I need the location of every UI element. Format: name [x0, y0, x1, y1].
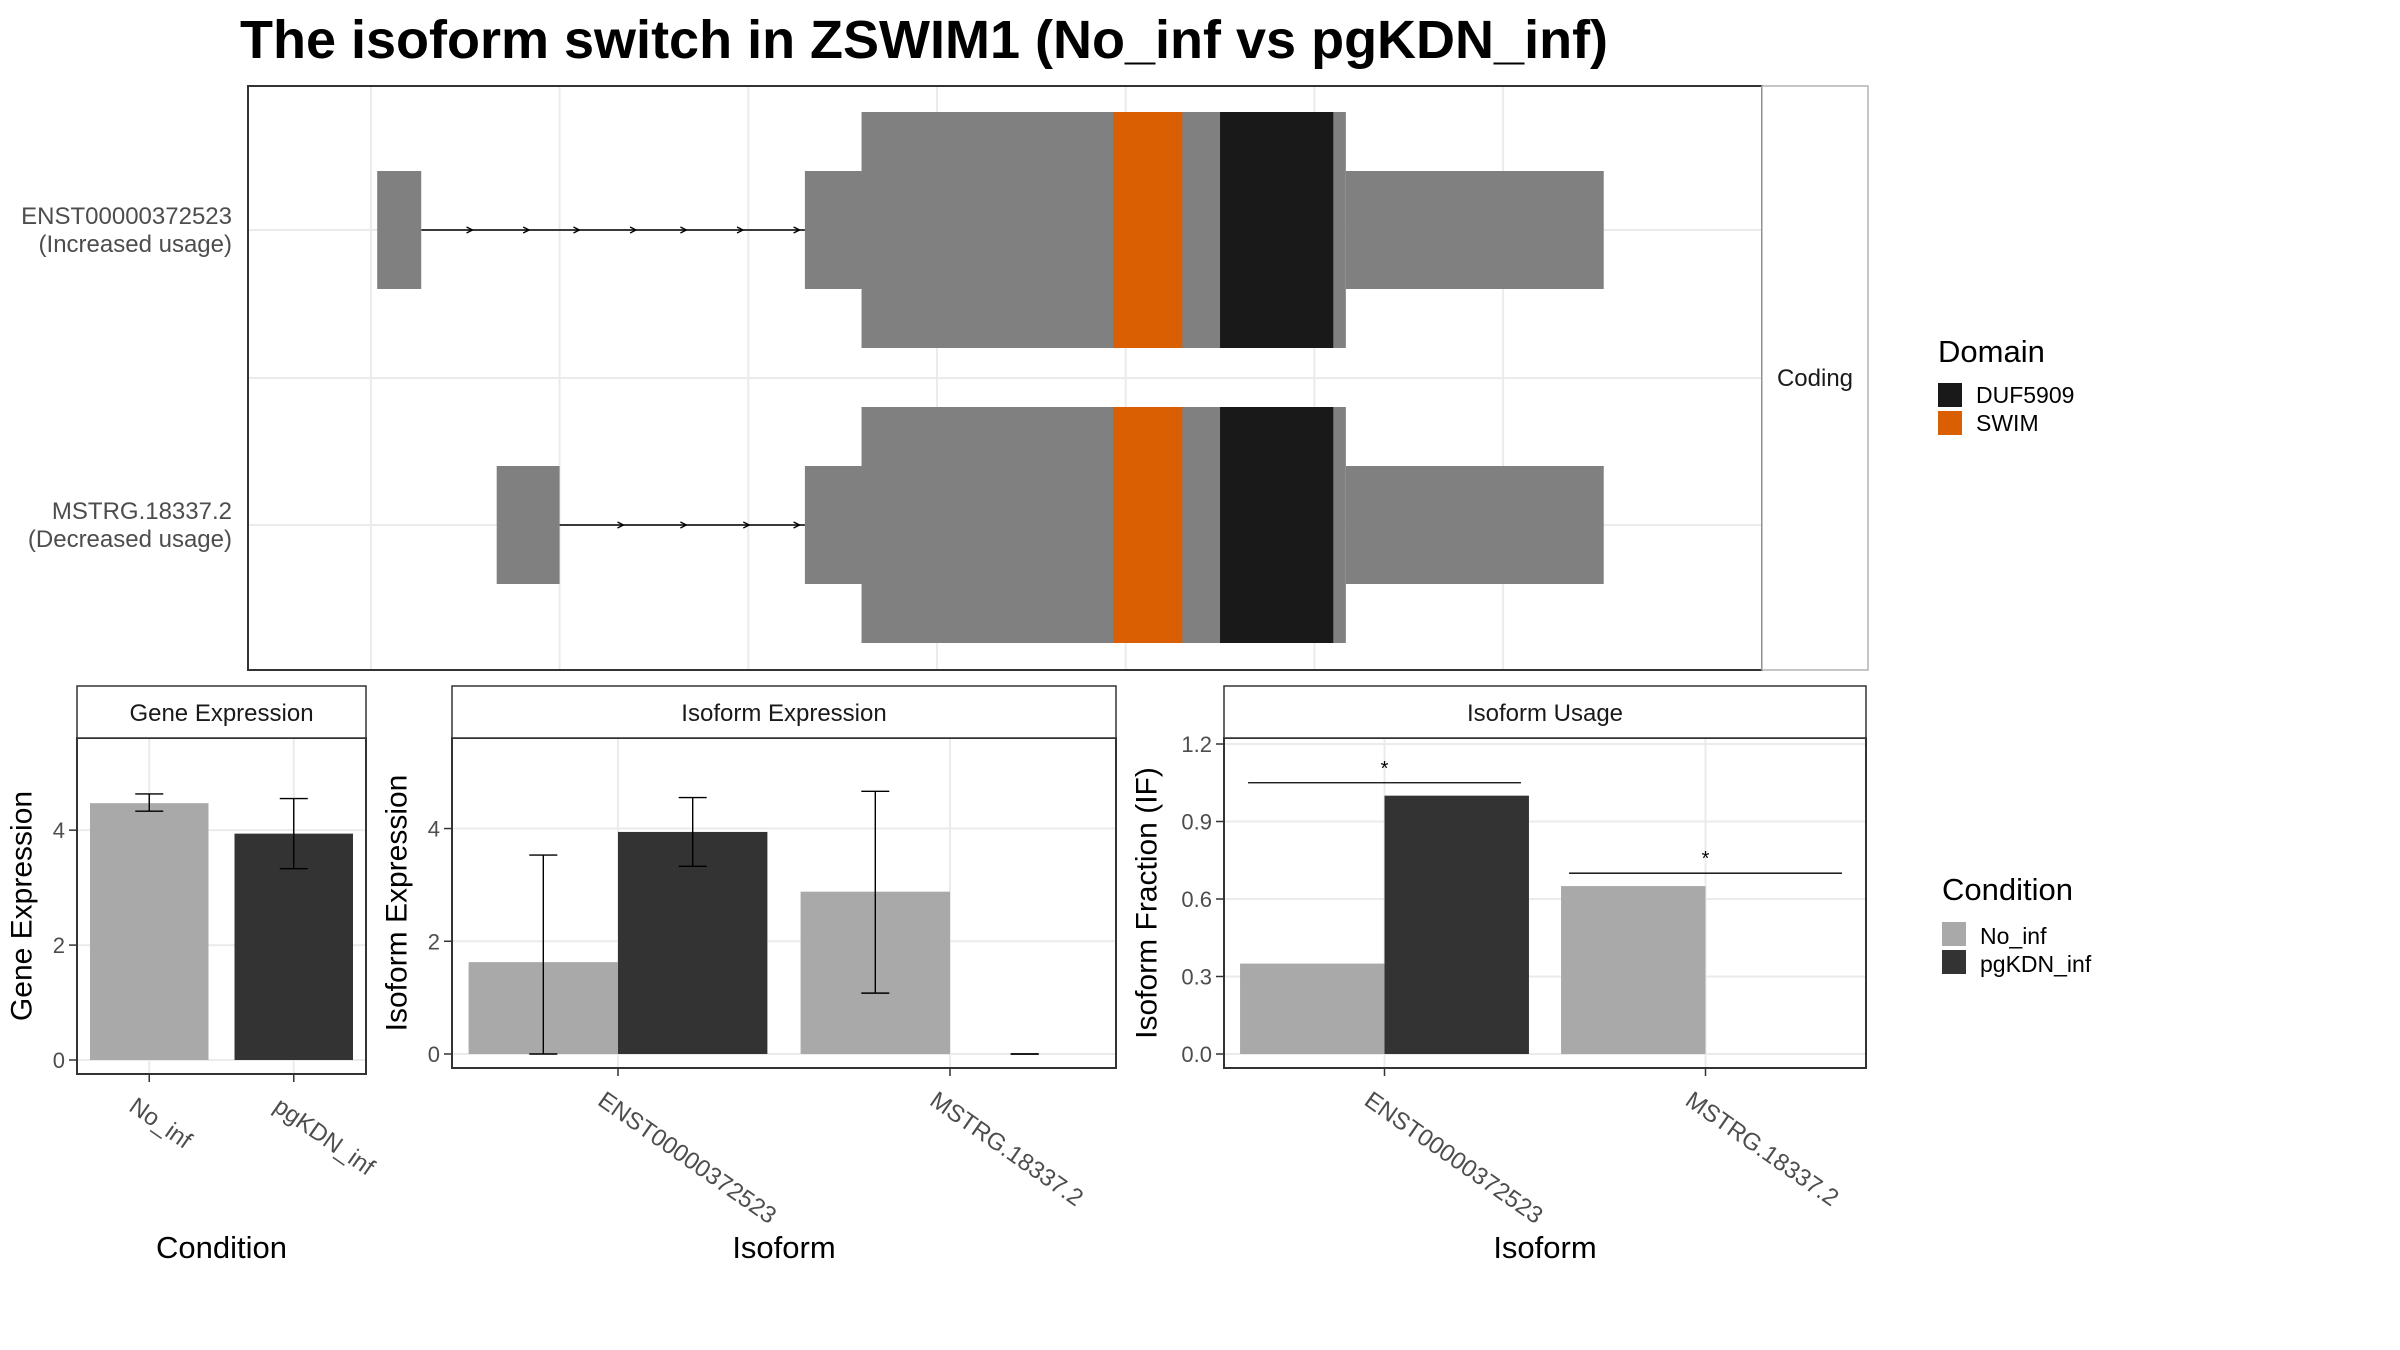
significance-marker: *	[1569, 848, 1842, 874]
y-tick-label: 4	[428, 817, 440, 842]
domain-swim	[1113, 407, 1183, 643]
bar-pgkdn_inf	[234, 833, 353, 1060]
legend-swatch	[1938, 383, 1962, 407]
strand-arrow	[793, 226, 802, 234]
x-tick-label: MSTRG.18337.2	[1680, 1087, 1843, 1212]
legend-label: SWIM	[1976, 410, 2039, 436]
transcript-usage-label: (Decreased usage)	[28, 526, 232, 553]
x-tick-label: MSTRG.18337.2	[925, 1087, 1088, 1212]
bar-panel: Gene Expression 0 2 4 No_inf pgKDN_inf Conditi…	[6, 685, 380, 1265]
legend-title: Condition	[1942, 872, 2073, 907]
bar-pgkdn_inf	[618, 831, 768, 1054]
strand-arrow	[680, 521, 688, 529]
x-axis-title: Isoform	[1493, 1230, 1596, 1265]
y-axis-title: Isoform Expression	[381, 775, 414, 1032]
x-axis-title: Condition	[156, 1230, 287, 1265]
transcript-track	[377, 112, 1604, 348]
strand-arrow	[793, 521, 802, 529]
error-bar	[529, 854, 558, 1055]
transcript-label: MSTRG.18337.2	[52, 498, 232, 525]
x-axis-title: Isoform	[732, 1230, 835, 1265]
bar-no_inf	[1561, 886, 1706, 1054]
significance-label: *	[1381, 758, 1389, 780]
bar-no_inf	[90, 803, 209, 1060]
significance-label: *	[1702, 848, 1710, 870]
x-tick-label: pgKDN_inf	[269, 1093, 380, 1182]
utr-exon	[496, 466, 560, 584]
domain-swim	[1113, 112, 1183, 348]
utr-exon	[804, 466, 862, 584]
legend-label: DUF5909	[1976, 382, 2074, 408]
strand-arrow	[736, 226, 745, 234]
facet-strip	[1761, 85, 1869, 671]
y-tick-label: 2	[53, 933, 65, 958]
strand-arrow	[617, 521, 625, 529]
y-tick-label: 0	[428, 1042, 440, 1067]
bar-no_inf	[1240, 963, 1385, 1054]
error-bar	[135, 793, 164, 812]
domain-duf5909	[1220, 112, 1334, 348]
strand-arrow	[573, 226, 581, 234]
y-tick-label: 0.3	[1181, 965, 1212, 990]
facet-strip	[1223, 685, 1867, 739]
y-tick-label: 4	[53, 818, 65, 843]
error-bar	[279, 797, 308, 870]
utr-exon	[804, 171, 862, 289]
y-tick-label: 2	[428, 929, 440, 954]
facet-strip-label: Isoform Usage	[1467, 700, 1623, 727]
y-tick-label: 1.2	[1181, 732, 1212, 757]
utr-exon	[377, 171, 422, 289]
y-tick-label: 0.9	[1181, 810, 1212, 835]
transcript-usage-label: (Increased usage)	[39, 231, 232, 258]
legend-swatch	[1938, 411, 1962, 435]
bar-panel: Isoform Expression 0 2 4 ENST00000372523 MSTR…	[381, 685, 1117, 1265]
legend-label: No_inf	[1980, 923, 2047, 949]
y-axis-title: Gene Expression	[6, 791, 39, 1021]
utr-exon	[1345, 466, 1604, 584]
x-tick-label: ENST00000372523	[1359, 1087, 1547, 1230]
domain-duf5909	[1220, 407, 1334, 643]
significance-marker: *	[1248, 758, 1521, 784]
facet-strip-label: Gene Expression	[129, 700, 313, 727]
strand-arrow	[680, 226, 688, 234]
transcript-track	[496, 407, 1604, 643]
legend-swatch	[1942, 922, 1966, 946]
strand-arrow	[466, 226, 474, 234]
transcript-label: ENST00000372523	[21, 203, 232, 230]
gene-structure-panel: ENST00000372523(Increased usage) MSTRG.18…	[21, 85, 1869, 671]
y-tick-label: 0	[53, 1048, 65, 1073]
y-tick-label: 0.6	[1181, 887, 1212, 912]
error-bar	[678, 796, 707, 868]
bar-pgkdn_inf	[1384, 795, 1529, 1054]
strand-arrow	[743, 521, 751, 529]
facet-strip	[76, 685, 367, 739]
legend-swatch	[1942, 950, 1966, 974]
figure-title: The isoform switch in ZSWIM1 (No_inf vs …	[240, 10, 1608, 70]
x-tick-label: No_inf	[124, 1093, 197, 1155]
x-tick-label: ENST00000372523	[593, 1087, 781, 1230]
legend-title: Domain	[1938, 334, 2045, 369]
bar-panel: * * Isoform Usage 0.0 0.3 0.6 0.9 1.2 ENST000003…	[1131, 685, 1867, 1265]
legend-label: pgKDN_inf	[1980, 951, 2092, 977]
strand-arrow	[629, 226, 638, 234]
facet-strip-label: Coding	[1777, 365, 1853, 392]
y-tick-label: 0.0	[1181, 1042, 1212, 1067]
facet-strip	[451, 685, 1117, 739]
y-axis-title: Isoform Fraction (IF)	[1131, 767, 1164, 1039]
error-bar	[861, 790, 890, 994]
strand-arrow	[522, 226, 531, 234]
utr-exon	[1345, 171, 1604, 289]
facet-strip-label: Isoform Expression	[681, 700, 886, 727]
